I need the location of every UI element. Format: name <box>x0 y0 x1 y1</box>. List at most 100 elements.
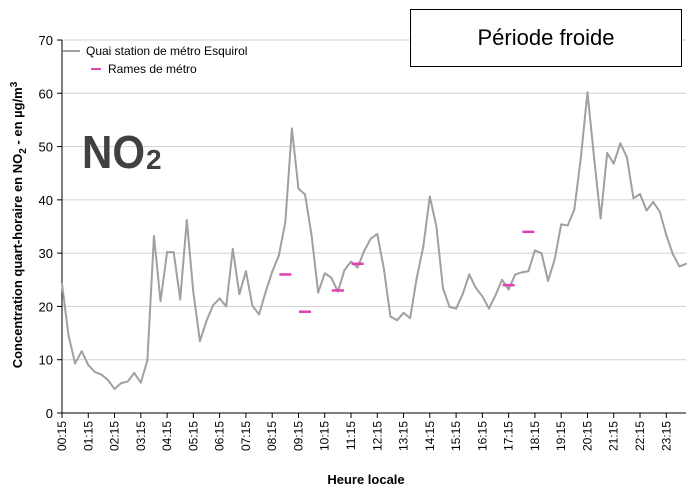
series-layer <box>61 91 687 391</box>
series-esquirol-point <box>395 319 398 322</box>
series-esquirol-point <box>487 307 490 310</box>
series-esquirol-point <box>198 340 201 343</box>
series-esquirol-point <box>212 304 215 307</box>
series-esquirol-point <box>619 142 622 145</box>
x-tick-label: 01:15 <box>81 421 95 451</box>
series-esquirol-point <box>304 193 307 196</box>
series-esquirol-point <box>93 370 96 373</box>
series-esquirol-point <box>369 237 372 240</box>
series-esquirol-point <box>80 350 83 353</box>
y-tick-label: 40 <box>39 193 53 208</box>
pollutant-main: NO <box>82 126 145 178</box>
series-esquirol-point <box>435 225 438 228</box>
series-esquirol-point <box>665 234 668 237</box>
x-tick-label: 17:15 <box>502 421 516 451</box>
series-esquirol-point <box>67 334 70 337</box>
series-esquirol-point <box>363 250 366 253</box>
series-esquirol-point <box>376 232 379 235</box>
legend-label-rames: Rames de métro <box>108 62 197 76</box>
series-esquirol-point <box>507 288 510 291</box>
series-esquirol-point <box>152 235 155 238</box>
series-esquirol-point <box>218 297 221 300</box>
x-tick-label: 09:15 <box>291 421 305 451</box>
x-tick-label: 19:15 <box>554 421 568 451</box>
series-esquirol-point <box>612 162 615 165</box>
series-esquirol-point <box>671 253 674 256</box>
x-tick-label: 05:15 <box>186 421 200 451</box>
x-tick-label: 13:15 <box>397 421 411 451</box>
series-esquirol-point <box>658 210 661 213</box>
series-esquirol-point <box>533 249 536 252</box>
x-axis-title: Heure locale <box>327 472 404 487</box>
series-esquirol-point <box>323 272 326 275</box>
legend-label-esquirol: Quai station de métro Esquirol <box>86 44 247 58</box>
x-tick-label: 08:15 <box>265 421 279 451</box>
series-esquirol-point <box>159 300 162 303</box>
series-esquirol-point <box>166 251 169 254</box>
series-esquirol-point <box>474 286 477 289</box>
series-esquirol-point <box>172 251 175 254</box>
series-esquirol-point <box>258 313 261 316</box>
axes <box>57 39 686 418</box>
y-tick-label: 70 <box>39 33 53 48</box>
series-esquirol-point <box>284 221 287 224</box>
series-esquirol-point <box>225 305 228 308</box>
x-tick-label: 20:15 <box>580 421 594 451</box>
series-esquirol-line <box>61 91 687 391</box>
series-esquirol-point <box>652 200 655 203</box>
series-esquirol-point <box>593 156 596 159</box>
x-tick-label: 15:15 <box>449 421 463 451</box>
series-esquirol-point <box>428 195 431 198</box>
series-esquirol-point <box>106 378 109 381</box>
pollutant-subscript: 2 <box>146 144 162 175</box>
x-tick-label: 02:15 <box>108 421 122 451</box>
series-esquirol-point <box>632 197 635 200</box>
series-esquirol-point <box>639 192 642 195</box>
series-esquirol-point <box>547 279 550 282</box>
series-esquirol-point <box>87 364 90 367</box>
series-esquirol-point <box>120 382 123 385</box>
legend: Quai station de métro Esquirol Rames de … <box>63 44 247 76</box>
series-esquirol-point <box>455 307 458 310</box>
x-tick-label: 06:15 <box>213 421 227 451</box>
series-esquirol-point <box>113 388 116 391</box>
x-tick-label: 18:15 <box>528 421 542 451</box>
series-esquirol-point <box>389 315 392 318</box>
y-tick-label: 10 <box>39 353 53 368</box>
series-esquirol-point <box>251 304 254 307</box>
x-tick-label: 16:15 <box>475 421 489 451</box>
series-esquirol-point <box>133 372 136 375</box>
x-tick-label: 12:15 <box>370 421 384 451</box>
series-esquirol-point <box>350 260 353 263</box>
series-esquirol-point <box>264 291 267 294</box>
series-esquirol-point <box>573 208 576 211</box>
series-esquirol-point <box>126 380 129 383</box>
series-esquirol-point <box>192 291 195 294</box>
series-esquirol-point <box>494 294 497 297</box>
series-esquirol-point <box>422 245 425 248</box>
series-esquirol-point <box>271 270 274 273</box>
series-esquirol-point <box>625 156 628 159</box>
gridlines <box>62 39 686 361</box>
series-esquirol-point <box>330 276 333 279</box>
series-esquirol-point <box>343 269 346 272</box>
series-esquirol-point <box>448 305 451 308</box>
series-esquirol-point <box>560 223 563 226</box>
series-esquirol-point <box>527 270 530 273</box>
series-esquirol-point <box>402 311 405 314</box>
series-esquirol-point <box>415 277 418 280</box>
y-axis-title: Concentration quart-horaire en NO2 - en … <box>9 81 29 368</box>
series-esquirol-point <box>514 273 517 276</box>
series-esquirol-point <box>579 156 582 159</box>
series-esquirol-point <box>100 373 103 376</box>
series-esquirol-point <box>356 266 359 269</box>
series-esquirol-point <box>481 295 484 298</box>
series-esquirol-point <box>185 219 188 222</box>
x-tick-label: 10:15 <box>318 421 332 451</box>
series-esquirol-point <box>645 209 648 212</box>
y-tick-label: 50 <box>39 140 53 155</box>
x-tick-label: 23:15 <box>659 421 673 451</box>
x-tick-label: 00:15 <box>55 421 69 451</box>
x-tick-label: 14:15 <box>423 421 437 451</box>
series-esquirol-point <box>409 317 412 320</box>
